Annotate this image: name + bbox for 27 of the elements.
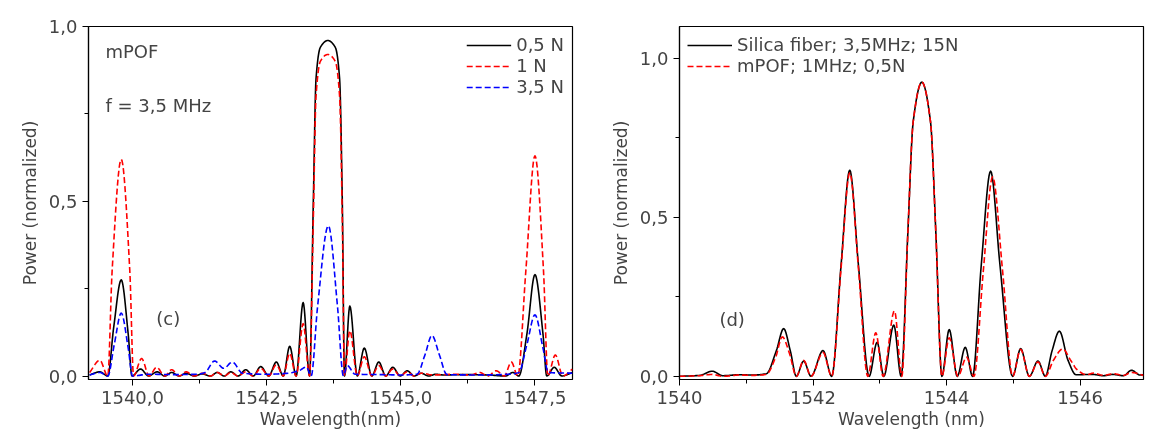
x-tick-label: 1545,0: [369, 386, 433, 408]
x-tick-label: 1546: [1057, 386, 1103, 408]
y-axis-title: Power (normalized): [610, 120, 631, 286]
y-tick-label: 0,0: [639, 365, 669, 387]
x-axis-title: Wavelength (nm): [838, 408, 985, 429]
annotation: (c): [156, 308, 181, 330]
y-tick-label: 1,0: [48, 16, 78, 37]
annotation: mPOF: [105, 41, 159, 63]
legend-label: Silica fiber; 3,5MHz; 15N: [737, 34, 959, 55]
legend-label: 3,5 N: [516, 76, 564, 97]
x-axis-title: Wavelength(nm): [259, 408, 402, 429]
x-tick-label: 1547,5: [503, 386, 567, 408]
annotation: (d): [719, 308, 745, 330]
x-tick-label: 1542,5: [235, 386, 299, 408]
y-tick-label: 0,0: [48, 365, 78, 387]
x-tick-label: 1540,0: [101, 386, 164, 408]
y-tick-label: 0,5: [639, 206, 669, 228]
legend-label: 1 N: [516, 55, 547, 76]
x-tick-label: 1544: [923, 386, 970, 408]
y-tick-label: 1,0: [639, 47, 669, 69]
y-tick-label: 0,5: [48, 190, 78, 212]
legend-label: mPOF; 1MHz; 0,5N: [737, 55, 906, 76]
x-tick-label: 1542: [790, 386, 836, 408]
annotation: f = 3,5 MHz: [105, 94, 212, 116]
x-tick-label: 1540: [656, 386, 703, 408]
y-axis-title: Power (normalized): [19, 120, 40, 286]
legend-label: 0,5 N: [516, 34, 564, 55]
